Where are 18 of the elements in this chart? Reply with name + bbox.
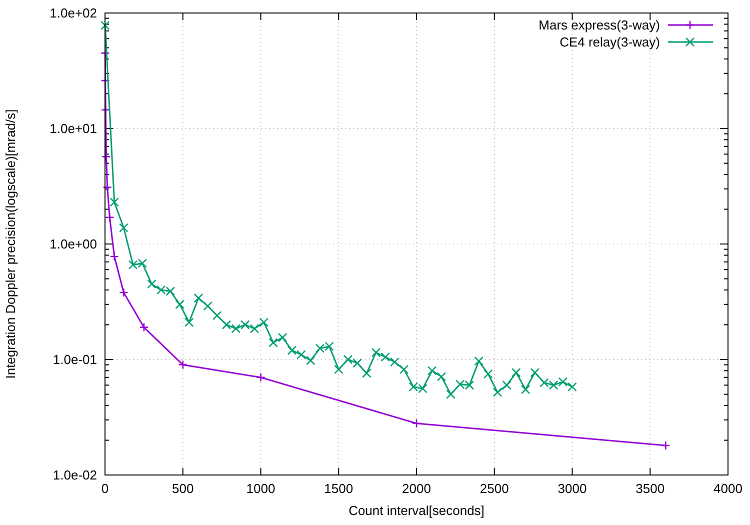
legend-label: Mars express(3-way) [538, 18, 660, 32]
y-tick-label: 1.0e-01 [52, 352, 97, 367]
y-axis-title: Integration Doppler precision(logscale)[mrad/s] [3, 109, 18, 379]
y-tick-label: 1.0e+02 [50, 6, 97, 20]
x-tick-label: 1500 [324, 481, 354, 496]
x-tick-label: 2000 [402, 481, 431, 496]
x-tick-label: 0 [101, 481, 109, 496]
legend-label: CE4 relay(3-way) [560, 34, 660, 50]
x-tick-label: 4000 [714, 481, 742, 496]
x-tick-label: 1000 [246, 481, 276, 496]
x-tick-label: 3500 [636, 481, 665, 496]
x-axis-title: Count interval[seconds] [348, 503, 484, 518]
x-tick-label: 500 [172, 481, 194, 496]
y-tick-label: 1.0e+01 [50, 121, 97, 136]
y-tick-label: 1.0e+00 [50, 236, 97, 252]
x-tick-label: 2500 [480, 481, 509, 496]
y-tick-label: 1.0e-02 [52, 468, 97, 482]
x-tick-label: 3000 [558, 481, 587, 496]
